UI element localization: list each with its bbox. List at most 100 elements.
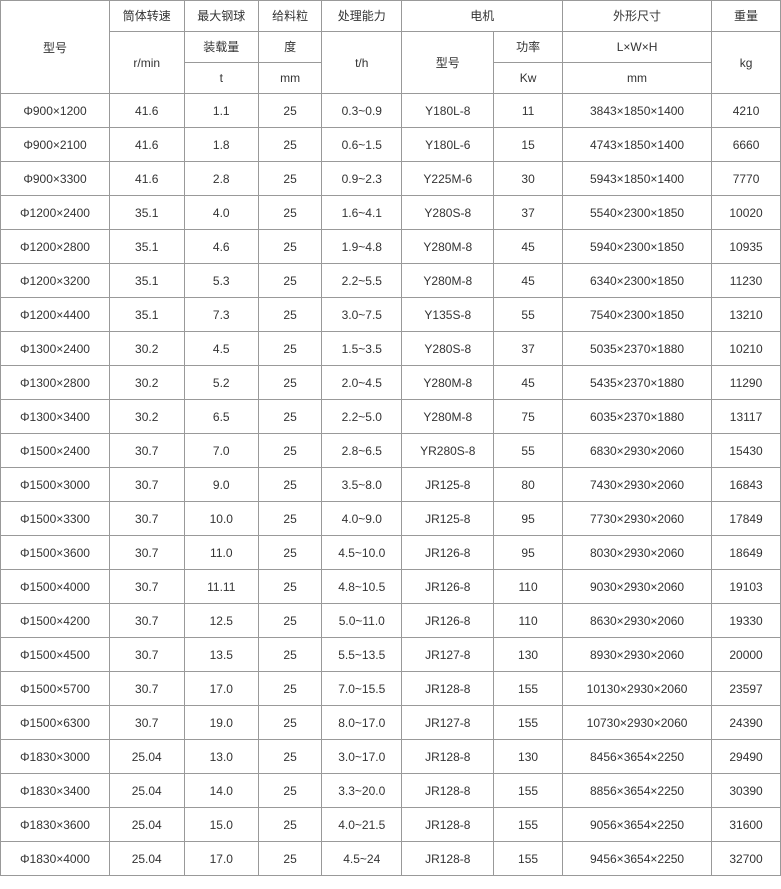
cell-motor-model: JR128-8 bbox=[402, 672, 494, 706]
cell-motor-model: Y280M-8 bbox=[402, 264, 494, 298]
table-row: Φ900×120041.61.1250.3~0.9Y180L-8113843×1… bbox=[1, 94, 781, 128]
cell-motor-model: JR128-8 bbox=[402, 842, 494, 876]
cell-motor-model: JR127-8 bbox=[402, 706, 494, 740]
cell-feed: 25 bbox=[259, 570, 322, 604]
header-ball-l3: t bbox=[184, 63, 259, 94]
cell-dim: 7430×2930×2060 bbox=[562, 468, 711, 502]
cell-ball: 5.3 bbox=[184, 264, 259, 298]
cell-speed: 30.7 bbox=[109, 536, 184, 570]
cell-cap: 4.0~9.0 bbox=[322, 502, 402, 536]
table-row: Φ1500×630030.719.0258.0~17.0JR127-815510… bbox=[1, 706, 781, 740]
cell-feed: 25 bbox=[259, 536, 322, 570]
cell-model: Φ1830×4000 bbox=[1, 842, 110, 876]
cell-ball: 11.0 bbox=[184, 536, 259, 570]
cell-cap: 2.8~6.5 bbox=[322, 434, 402, 468]
cell-motor-power: 155 bbox=[494, 842, 563, 876]
cell-feed: 25 bbox=[259, 774, 322, 808]
table-row: Φ900×330041.62.8250.9~2.3Y225M-6305943×1… bbox=[1, 162, 781, 196]
header-speed-l1: 筒体转速 bbox=[109, 1, 184, 32]
cell-motor-power: 15 bbox=[494, 128, 563, 162]
cell-ball: 19.0 bbox=[184, 706, 259, 740]
cell-ball: 15.0 bbox=[184, 808, 259, 842]
cell-ball: 7.3 bbox=[184, 298, 259, 332]
cell-weight: 18649 bbox=[712, 536, 781, 570]
cell-ball: 1.1 bbox=[184, 94, 259, 128]
cell-cap: 2.2~5.0 bbox=[322, 400, 402, 434]
cell-motor-power: 95 bbox=[494, 536, 563, 570]
header-feed-l1: 给料粒 bbox=[259, 1, 322, 32]
cell-model: Φ900×1200 bbox=[1, 94, 110, 128]
cell-motor-power: 37 bbox=[494, 196, 563, 230]
cell-weight: 19330 bbox=[712, 604, 781, 638]
table-row: Φ1500×570030.717.0257.0~15.5JR128-815510… bbox=[1, 672, 781, 706]
cell-feed: 25 bbox=[259, 502, 322, 536]
cell-speed: 30.2 bbox=[109, 332, 184, 366]
cell-model: Φ1500×3600 bbox=[1, 536, 110, 570]
cell-speed: 30.7 bbox=[109, 672, 184, 706]
cell-motor-model: JR128-8 bbox=[402, 774, 494, 808]
cell-speed: 30.7 bbox=[109, 638, 184, 672]
cell-dim: 9056×3654×2250 bbox=[562, 808, 711, 842]
cell-dim: 8630×2930×2060 bbox=[562, 604, 711, 638]
table-row: Φ1830×400025.0417.0254.5~24JR128-8155945… bbox=[1, 842, 781, 876]
cell-motor-power: 80 bbox=[494, 468, 563, 502]
header-motor-model: 型号 bbox=[402, 32, 494, 94]
cell-speed: 41.6 bbox=[109, 162, 184, 196]
cell-ball: 7.0 bbox=[184, 434, 259, 468]
cell-speed: 41.6 bbox=[109, 128, 184, 162]
header-dim-l1: 外形尺寸 bbox=[562, 1, 711, 32]
cell-dim: 8030×2930×2060 bbox=[562, 536, 711, 570]
spec-table: 型号 筒体转速 最大钢球 给料粒 处理能力 电机 外形尺寸 重量 r/min 装… bbox=[0, 0, 781, 876]
cell-feed: 25 bbox=[259, 162, 322, 196]
cell-feed: 25 bbox=[259, 332, 322, 366]
cell-motor-power: 155 bbox=[494, 774, 563, 808]
cell-ball: 2.8 bbox=[184, 162, 259, 196]
cell-feed: 25 bbox=[259, 94, 322, 128]
cell-speed: 30.2 bbox=[109, 366, 184, 400]
cell-dim: 8930×2930×2060 bbox=[562, 638, 711, 672]
header-motor-power-l1: 功率 bbox=[494, 32, 563, 63]
cell-ball: 6.5 bbox=[184, 400, 259, 434]
cell-feed: 25 bbox=[259, 740, 322, 774]
cell-dim: 6035×2370×1880 bbox=[562, 400, 711, 434]
cell-weight: 7770 bbox=[712, 162, 781, 196]
cell-model: Φ1200×4400 bbox=[1, 298, 110, 332]
cell-speed: 35.1 bbox=[109, 196, 184, 230]
cell-dim: 5943×1850×1400 bbox=[562, 162, 711, 196]
cell-model: Φ1500×5700 bbox=[1, 672, 110, 706]
cell-cap: 5.5~13.5 bbox=[322, 638, 402, 672]
cell-dim: 8856×3654×2250 bbox=[562, 774, 711, 808]
cell-motor-power: 45 bbox=[494, 264, 563, 298]
cell-ball: 1.8 bbox=[184, 128, 259, 162]
cell-weight: 16843 bbox=[712, 468, 781, 502]
cell-dim: 8456×3654×2250 bbox=[562, 740, 711, 774]
cell-feed: 25 bbox=[259, 400, 322, 434]
cell-cap: 3.0~17.0 bbox=[322, 740, 402, 774]
cell-motor-model: Y280M-8 bbox=[402, 400, 494, 434]
table-row: Φ1300×280030.25.2252.0~4.5Y280M-8455435×… bbox=[1, 366, 781, 400]
cell-ball: 12.5 bbox=[184, 604, 259, 638]
cell-speed: 30.7 bbox=[109, 570, 184, 604]
cell-dim: 7730×2930×2060 bbox=[562, 502, 711, 536]
cell-weight: 31600 bbox=[712, 808, 781, 842]
header-weight-l1: 重量 bbox=[712, 1, 781, 32]
cell-motor-power: 55 bbox=[494, 434, 563, 468]
cell-speed: 25.04 bbox=[109, 808, 184, 842]
cell-ball: 17.0 bbox=[184, 672, 259, 706]
cell-model: Φ1500×4000 bbox=[1, 570, 110, 604]
header-feed-l3: mm bbox=[259, 63, 322, 94]
cell-model: Φ1500×2400 bbox=[1, 434, 110, 468]
cell-motor-model: JR126-8 bbox=[402, 570, 494, 604]
cell-weight: 4210 bbox=[712, 94, 781, 128]
cell-weight: 17849 bbox=[712, 502, 781, 536]
header-model: 型号 bbox=[1, 1, 110, 94]
cell-cap: 0.3~0.9 bbox=[322, 94, 402, 128]
cell-cap: 5.0~11.0 bbox=[322, 604, 402, 638]
cell-feed: 25 bbox=[259, 298, 322, 332]
cell-motor-power: 95 bbox=[494, 502, 563, 536]
cell-dim: 5035×2370×1880 bbox=[562, 332, 711, 366]
cell-ball: 10.0 bbox=[184, 502, 259, 536]
cell-weight: 30390 bbox=[712, 774, 781, 808]
cell-dim: 10730×2930×2060 bbox=[562, 706, 711, 740]
cell-motor-model: Y280S-8 bbox=[402, 332, 494, 366]
